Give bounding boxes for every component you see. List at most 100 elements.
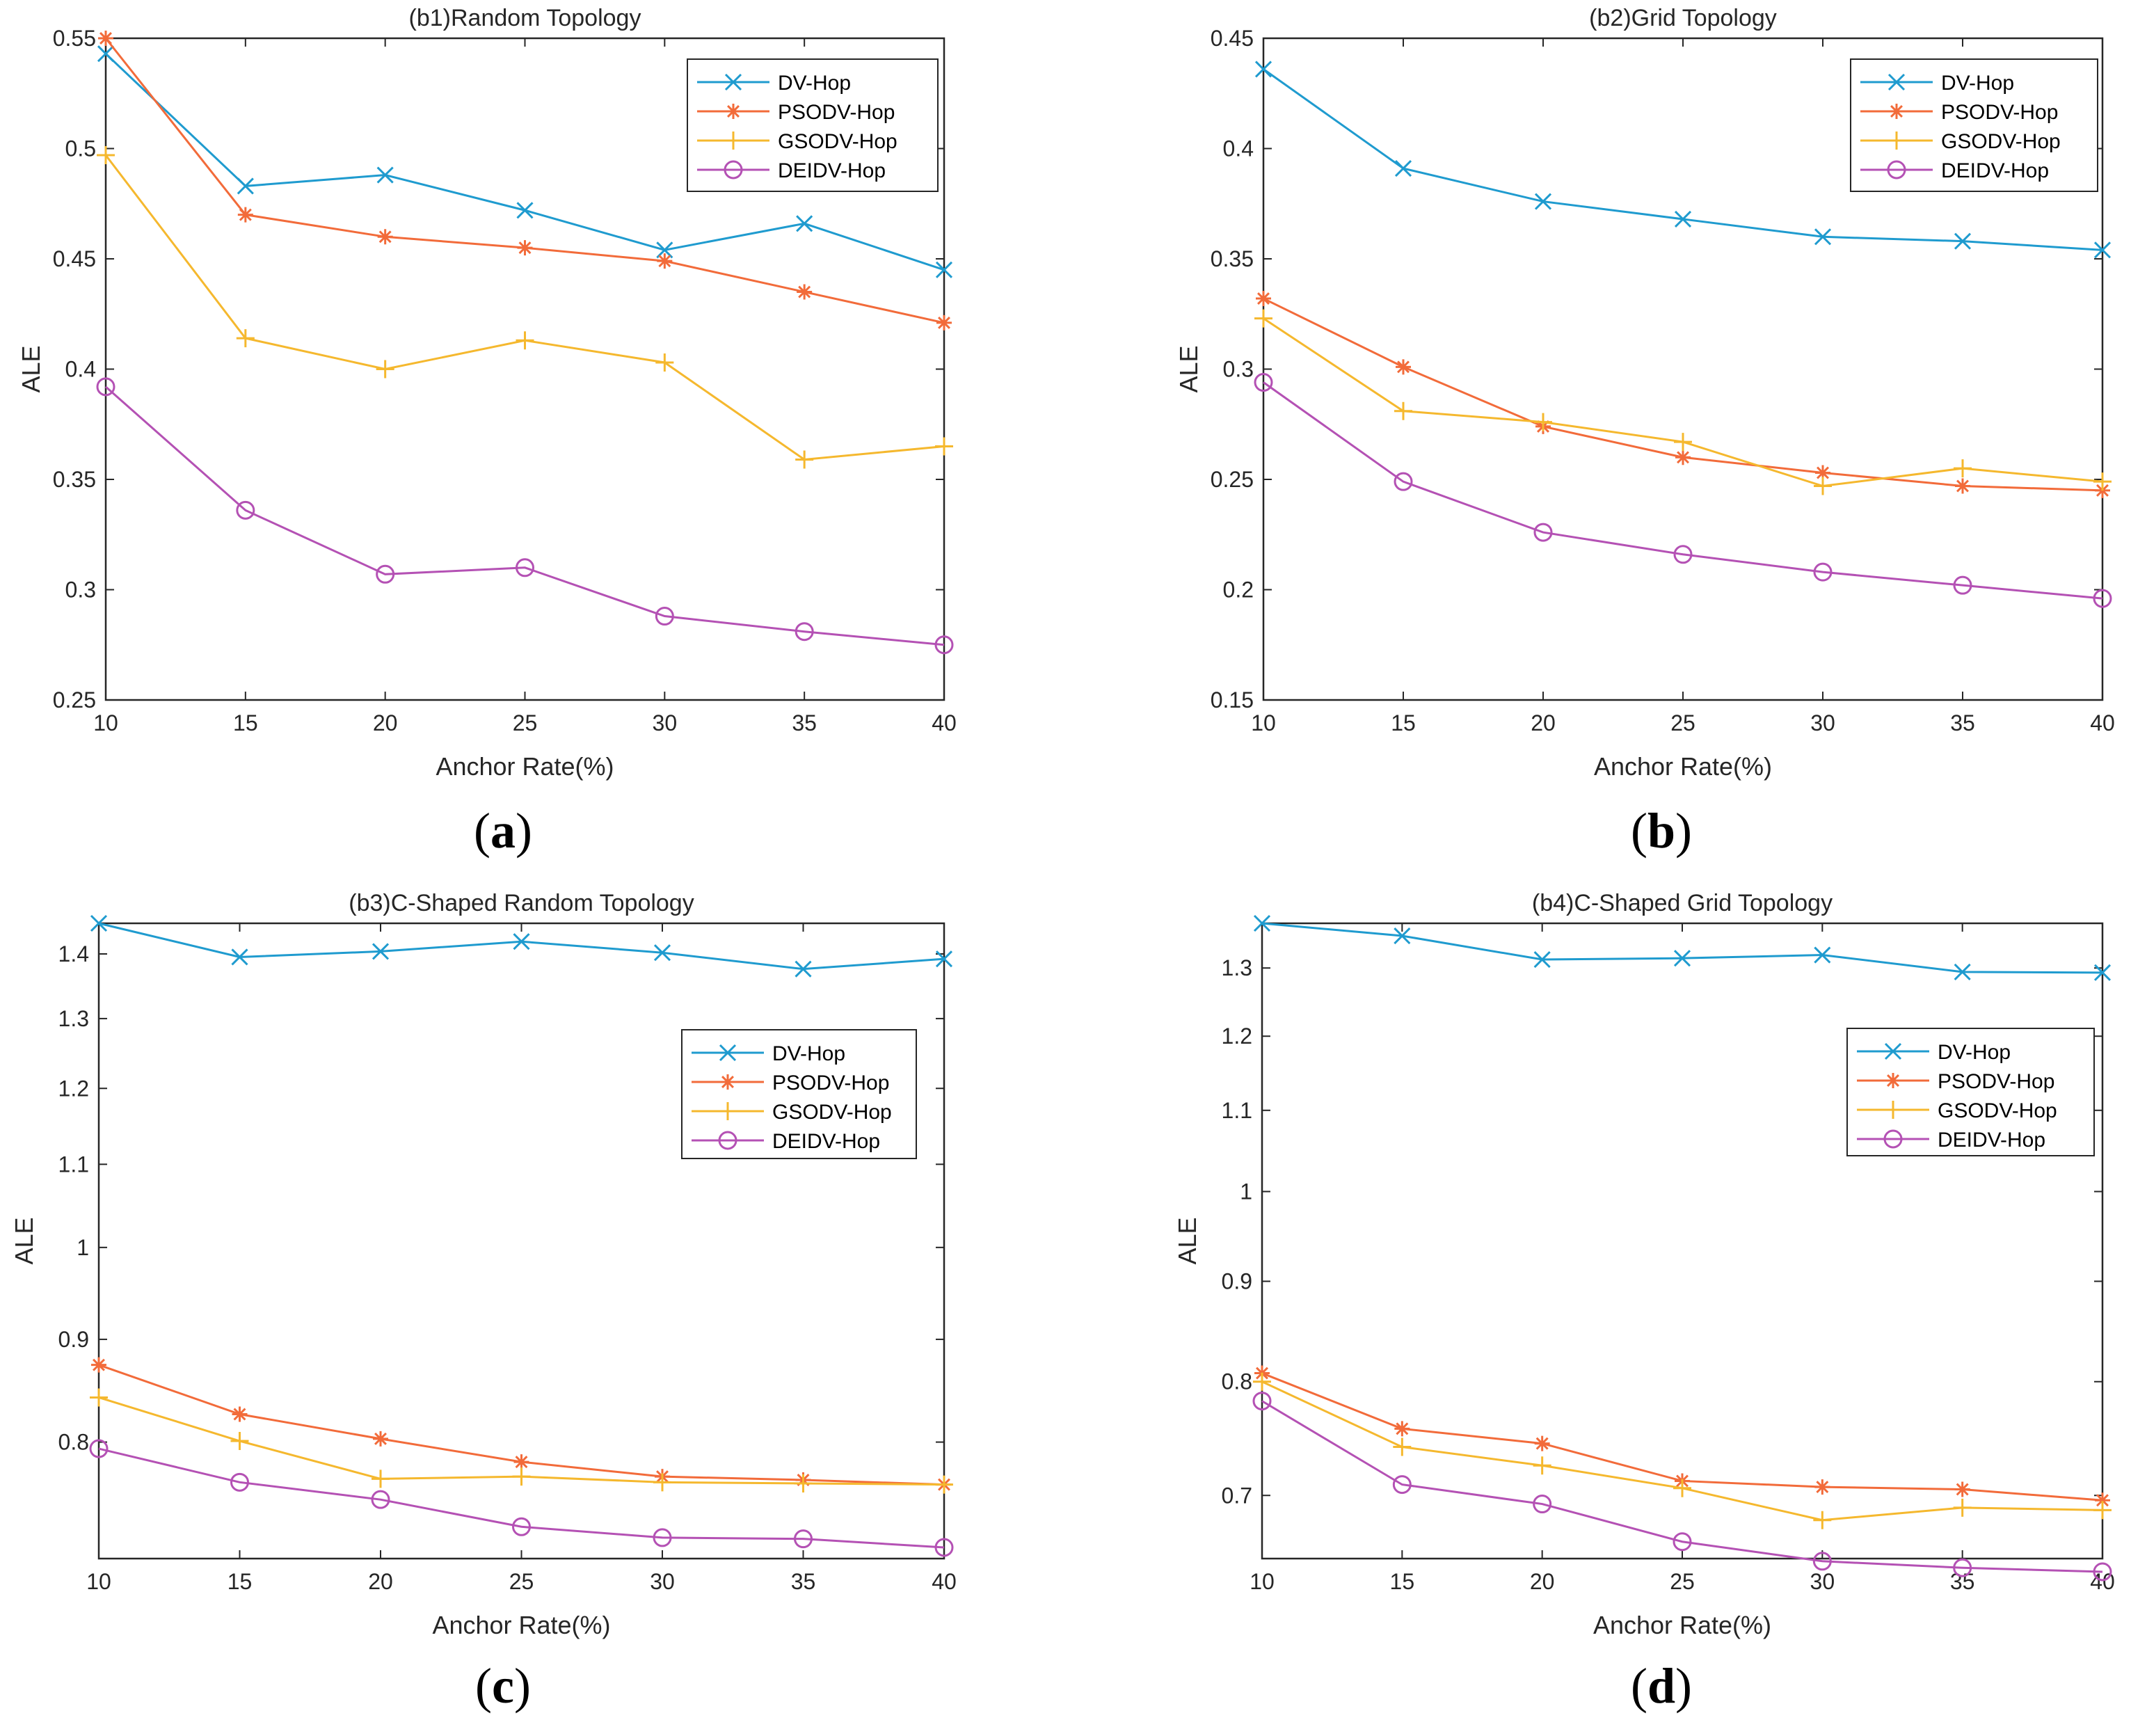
- data-point: [376, 564, 395, 584]
- data-point: [2093, 964, 2112, 981]
- chart-panel-b: (b2)Grid Topology 10 15 20 25 30 35 40 0.15 0.2 0.…: [1174, 5, 2115, 859]
- x-tick-label: 20: [1530, 1569, 1555, 1594]
- data-point: [1673, 545, 1693, 564]
- x-tick-label: 20: [1531, 710, 1556, 735]
- y-tick-label: 0.7: [1222, 1483, 1252, 1508]
- data-point: [513, 933, 530, 950]
- y-tick-label: 0.9: [58, 1327, 89, 1352]
- x-tick-label: 15: [1391, 710, 1416, 735]
- data-point: [236, 329, 255, 348]
- data-point: [794, 1474, 813, 1492]
- legend-marker: [724, 73, 742, 91]
- y-tick-label: 0.4: [1223, 136, 1254, 161]
- legend: DV-Hop PSODV-Hop GSODV-Hop DEIDV-Hop: [681, 1029, 917, 1159]
- series-deidv-hop: [89, 1439, 954, 1557]
- data-point: [373, 1431, 388, 1447]
- x-axis-label: Anchor Rate(%): [1593, 1611, 1771, 1639]
- data-point: [232, 1406, 248, 1422]
- data-point: [372, 1470, 390, 1488]
- x-tick-label: 30: [650, 1569, 675, 1594]
- data-point: [96, 377, 115, 397]
- data-point: [90, 914, 108, 932]
- y-tick-label: 0.25: [1211, 467, 1254, 492]
- data-point: [1953, 1498, 1972, 1517]
- data-point: [1814, 1479, 1830, 1495]
- data-point: [97, 146, 115, 165]
- data-point: [935, 950, 953, 968]
- data-point: [657, 253, 673, 269]
- data-point: [795, 622, 814, 642]
- data-point: [1812, 1552, 1832, 1571]
- data-point: [1954, 1481, 1970, 1497]
- data-point: [1955, 478, 1970, 494]
- y-tick-label: 0.15: [1211, 687, 1254, 712]
- data-point: [1534, 413, 1552, 431]
- data-point: [2093, 589, 2112, 608]
- y-tick-label: 0.35: [53, 467, 96, 492]
- data-point: [89, 1439, 109, 1458]
- legend-box: [1846, 1028, 2095, 1156]
- chart-title: (b4)C-Shaped Grid Topology: [1532, 890, 1833, 916]
- y-axis-label: ALE: [1174, 345, 1203, 392]
- data-point: [1253, 1372, 1271, 1391]
- panel-caption: (d): [1631, 1658, 1692, 1714]
- data-point: [371, 1490, 390, 1509]
- data-point: [98, 31, 113, 46]
- plot-area: [1261, 922, 2104, 1560]
- data-point: [1673, 1532, 1692, 1552]
- data-point: [1254, 61, 1272, 78]
- legend-label: DV-Hop: [1941, 72, 2014, 95]
- x-tick-label: 35: [1950, 710, 1975, 735]
- data-point: [1394, 472, 1413, 491]
- data-point: [516, 202, 534, 219]
- x-tick-label: 40: [932, 710, 957, 735]
- data-point: [1534, 1435, 1550, 1451]
- legend-label: PSODV-Hop: [778, 101, 895, 124]
- chart-title: (b3)C-Shaped Random Topology: [349, 890, 694, 916]
- chart-panel-a: (b1)Random Topology 10 15 20 25 30 35 40 0.25 0.3…: [17, 5, 957, 859]
- y-tick-label: 0.55: [53, 26, 96, 51]
- legend: DV-Hop PSODV-Hop GSODV-Hop DEIDV-Hop: [1846, 1028, 2095, 1156]
- series-psodv-hop: [98, 31, 952, 331]
- data-point: [1254, 309, 1272, 328]
- y-tick-label: 0.25: [53, 687, 96, 712]
- panel-caption: (b): [1631, 803, 1692, 859]
- series-line: [1263, 381, 2103, 600]
- legend-marker: [1884, 1042, 1902, 1060]
- chart-title: (b1)Random Topology: [409, 5, 641, 31]
- legend-marker: [1887, 160, 1906, 180]
- data-point: [2093, 472, 2112, 491]
- data-point: [934, 1538, 954, 1557]
- y-tick-label: 0.35: [1211, 246, 1254, 271]
- data-point: [376, 360, 394, 379]
- data-point: [656, 241, 673, 259]
- data-point: [1396, 359, 1411, 375]
- x-tick-label: 35: [792, 710, 817, 735]
- data-point: [1533, 523, 1553, 542]
- data-point: [1253, 914, 1271, 932]
- y-tick-label: 0.3: [65, 578, 96, 603]
- y-tick-label: 0.45: [1211, 26, 1254, 51]
- data-point: [1954, 963, 1971, 980]
- data-point: [1254, 373, 1273, 392]
- legend-label: GSODV-Hop: [778, 130, 897, 153]
- data-point: [1533, 950, 1551, 969]
- y-tick-label: 0.8: [1222, 1369, 1252, 1394]
- y-axis-label: ALE: [17, 345, 45, 392]
- x-tick-label: 35: [1950, 1569, 1975, 1594]
- panel-caption: (a): [474, 803, 532, 859]
- series-deidv-hop: [1254, 373, 2112, 608]
- data-point: [1954, 459, 1972, 478]
- y-tick-label: 1.2: [58, 1076, 89, 1101]
- data-point: [97, 45, 115, 63]
- data-point: [2093, 241, 2112, 259]
- series-dv-hop: [1253, 914, 2112, 981]
- x-tick-label: 20: [368, 1569, 393, 1594]
- y-tick-label: 1.1: [1222, 1098, 1252, 1123]
- data-point: [1674, 433, 1692, 452]
- y-tick-label: 1.3: [58, 1006, 89, 1031]
- legend-label: PSODV-Hop: [1941, 101, 2058, 124]
- x-tick-label: 25: [1670, 710, 1695, 735]
- legend-label: DEIDV-Hop: [778, 159, 886, 182]
- data-point: [1534, 193, 1552, 210]
